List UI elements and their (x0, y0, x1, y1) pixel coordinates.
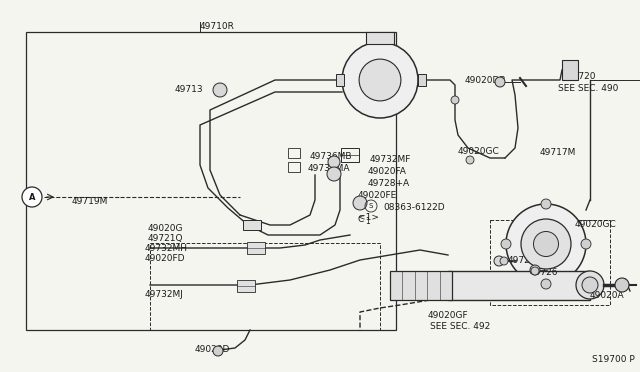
Bar (26, 32, 396, 330)
Text: 49736MB: 49736MB (310, 152, 353, 161)
Circle shape (541, 279, 551, 289)
Circle shape (451, 96, 459, 104)
Circle shape (495, 77, 505, 87)
Text: S: S (369, 203, 373, 209)
Circle shape (353, 196, 367, 210)
Circle shape (581, 239, 591, 249)
Text: 49020FA: 49020FA (368, 167, 407, 176)
Bar (150, 243, 380, 330)
Circle shape (213, 346, 223, 356)
Circle shape (615, 278, 629, 292)
Text: 49713: 49713 (175, 85, 204, 94)
Bar (448, 271, 590, 300)
Circle shape (506, 204, 586, 284)
Text: S19700 P: S19700 P (592, 355, 635, 364)
Bar (390, 271, 452, 300)
Circle shape (213, 83, 227, 97)
Text: 08363-6122D: 08363-6122D (383, 203, 445, 212)
Text: 49736MA: 49736MA (308, 164, 351, 173)
Circle shape (531, 267, 539, 275)
Bar (562, 60, 578, 80)
Text: 49020D: 49020D (195, 345, 230, 354)
Text: 49726: 49726 (530, 268, 559, 277)
Text: 49732MF: 49732MF (370, 155, 412, 164)
Bar (247, 242, 265, 254)
Bar (366, 32, 394, 44)
Text: 49020GC: 49020GC (458, 147, 500, 156)
Text: 49732MH: 49732MH (145, 244, 188, 253)
Circle shape (576, 271, 604, 299)
Text: 49732MJ: 49732MJ (145, 290, 184, 299)
Text: A: A (29, 192, 35, 202)
Circle shape (530, 265, 540, 275)
Text: 49020A: 49020A (590, 291, 625, 300)
Text: 49020G: 49020G (148, 224, 184, 233)
Text: 49728+A: 49728+A (368, 179, 410, 188)
Bar (336, 74, 344, 86)
Text: 49719M: 49719M (72, 197, 108, 206)
Text: 49710R: 49710R (200, 22, 235, 31)
Text: 49726: 49726 (508, 256, 536, 265)
Text: 49721Q: 49721Q (148, 234, 184, 243)
Text: 49020GC: 49020GC (575, 220, 617, 229)
Bar (341, 148, 359, 162)
Circle shape (328, 156, 340, 168)
Text: 49020FE: 49020FE (358, 191, 397, 200)
Circle shape (22, 187, 42, 207)
Bar (288, 162, 300, 172)
Text: SEE SEC. 492: SEE SEC. 492 (430, 322, 490, 331)
Bar (288, 148, 300, 158)
Text: 49717M: 49717M (540, 148, 577, 157)
Circle shape (342, 42, 418, 118)
Text: 49020FD: 49020FD (145, 254, 186, 263)
Bar (418, 74, 426, 86)
Circle shape (501, 239, 511, 249)
Text: 1: 1 (365, 217, 370, 226)
Bar (490, 220, 610, 305)
Circle shape (521, 219, 571, 269)
Text: <1>: <1> (358, 213, 379, 222)
Text: 49020GF: 49020GF (428, 311, 468, 320)
Circle shape (494, 256, 504, 266)
Circle shape (500, 257, 508, 265)
Circle shape (541, 199, 551, 209)
Text: C: C (358, 215, 364, 224)
Text: 49720: 49720 (568, 72, 596, 81)
Text: SEE SEC. 490: SEE SEC. 490 (558, 84, 618, 93)
Circle shape (466, 156, 474, 164)
Bar (237, 280, 255, 292)
Circle shape (582, 277, 598, 293)
Circle shape (359, 59, 401, 101)
Text: 49020DB: 49020DB (465, 76, 506, 85)
Bar (243, 220, 261, 230)
Circle shape (327, 167, 341, 181)
Circle shape (534, 231, 559, 257)
